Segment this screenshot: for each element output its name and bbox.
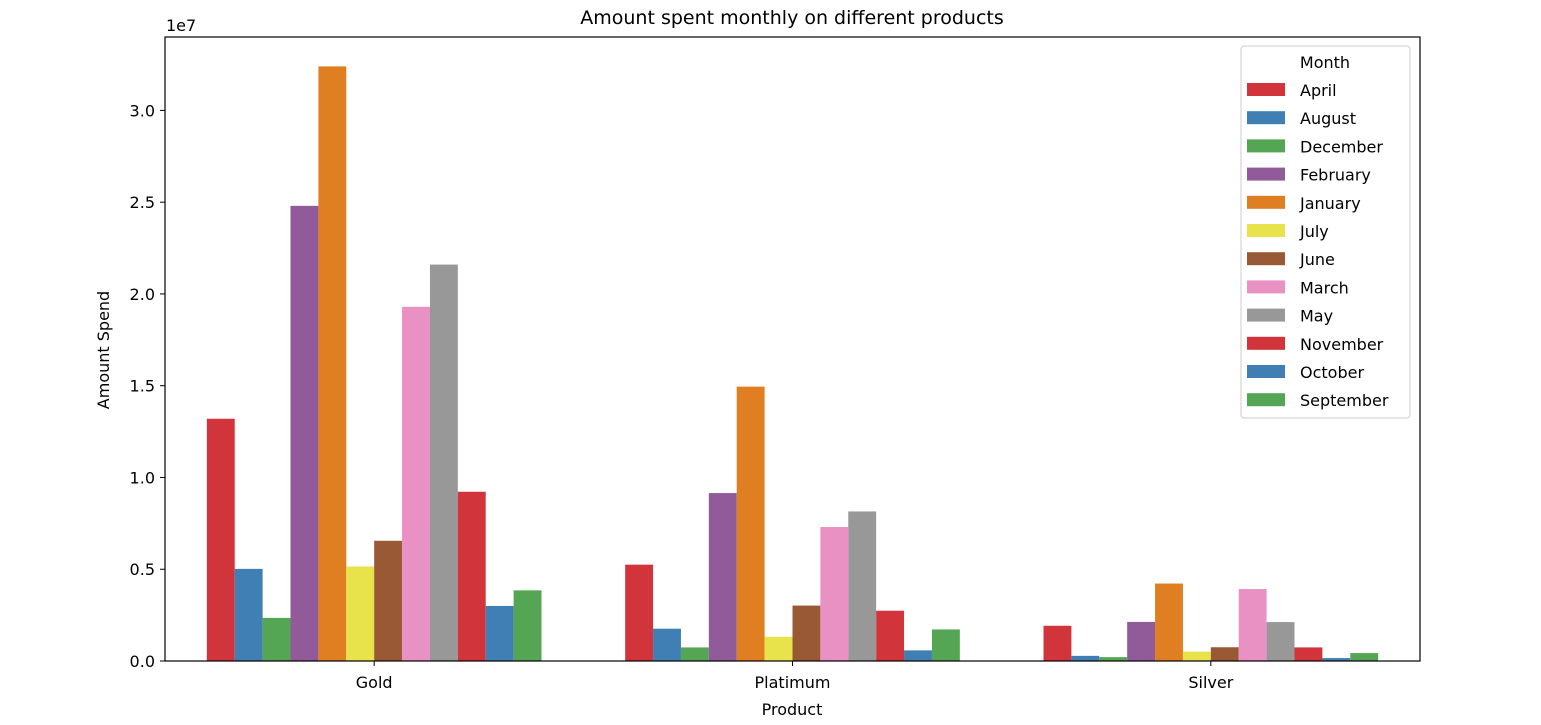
legend-swatch-november (1247, 336, 1285, 350)
x-axis-ticks: Gold Platimum Silver (356, 661, 1234, 692)
x-axis-label: Product (762, 700, 823, 719)
y-tick-label: 3.0 (130, 101, 155, 120)
legend-frame (1240, 45, 1411, 419)
x-tick-label-platimum: Platimum (755, 673, 831, 692)
legend-label-october: October (1300, 363, 1364, 382)
y-tick-label: 1.5 (130, 377, 155, 396)
bar-platimum-june (792, 605, 821, 661)
plot-area-frame (164, 36, 1421, 662)
bar-gold-september (513, 590, 542, 661)
bar-gold-october (485, 605, 514, 661)
legend-label-november: November (1300, 335, 1384, 354)
y-axis-label: Amount Spend (94, 291, 113, 409)
legend-swatch-june (1247, 252, 1285, 266)
bar-gold-april (206, 418, 235, 661)
x-tick-label-silver: Silver (1188, 673, 1233, 692)
bar-silver-march (1238, 589, 1267, 661)
y-offset-text: 1e7 (166, 16, 196, 35)
bar-gold-december (262, 617, 291, 661)
legend-swatch-february (1247, 167, 1285, 181)
bar-silver-december (1099, 657, 1128, 661)
bar-gold-june (374, 540, 403, 661)
bar-gold-november (457, 491, 486, 661)
legend-swatch-april (1247, 83, 1285, 96)
bar-platimum-july (764, 636, 793, 661)
bar-silver-october (1322, 658, 1351, 661)
bar-platimum-october (904, 650, 932, 661)
y-tick-label: 0.0 (130, 652, 155, 671)
bar-silver-february (1127, 621, 1156, 661)
legend-swatch-august (1247, 111, 1285, 125)
bar-gold-february (290, 205, 319, 662)
bar-gold-march (402, 306, 430, 661)
bar-silver-august (1071, 655, 1100, 661)
legend-swatch-march (1247, 280, 1285, 294)
bar-platimum-march (820, 527, 849, 661)
legend-label-january: January (1299, 194, 1361, 213)
legend-label-march: March (1300, 278, 1349, 297)
bar-platimum-february (708, 493, 737, 661)
y-tick-label: 0.5 (130, 560, 155, 579)
legend-swatch-january (1247, 195, 1285, 209)
legend-label-february: February (1300, 166, 1371, 185)
bar-silver-january (1155, 583, 1183, 661)
chart-title: Amount spent monthly on different produc… (580, 7, 1004, 29)
bar-silver-july (1182, 651, 1211, 661)
legend-title: Month (1300, 53, 1350, 72)
bar-silver-may (1266, 622, 1295, 661)
x-tick-label-gold: Gold (356, 673, 393, 692)
bar-gold-august (234, 568, 263, 661)
legend-label-may: May (1300, 307, 1333, 326)
legend-swatch-may (1247, 308, 1285, 322)
bar-silver-april (1043, 625, 1072, 661)
y-tick-label: 2.0 (130, 285, 155, 304)
legend-label-september: September (1300, 391, 1389, 410)
legend-label-june: June (1299, 250, 1335, 269)
legend-label-april: April (1300, 81, 1337, 100)
legend: Month April August December February January… (1240, 45, 1411, 419)
y-tick-label: 2.5 (130, 193, 155, 212)
bar-platimum-may (848, 511, 877, 661)
bar-platimum-november (876, 610, 905, 661)
bar-platimum-september (931, 629, 960, 661)
bar-gold-may (429, 264, 458, 661)
legend-label-july: July (1299, 222, 1329, 241)
y-axis-ticks: 0.0 0.5 1.0 1.5 2.0 2.5 3.0 (130, 101, 165, 671)
bars-group (206, 66, 1379, 662)
bar-gold-january (318, 66, 347, 662)
legend-label-august: August (1300, 109, 1356, 128)
bar-silver-september (1350, 653, 1379, 661)
legend-swatch-september (1247, 393, 1285, 407)
bar-silver-june (1210, 647, 1239, 661)
legend-label-december: December (1300, 137, 1383, 156)
legend-swatch-october (1247, 365, 1285, 378)
bar-platimum-april (625, 564, 654, 661)
bar-platimum-august (653, 628, 681, 661)
bar-platimum-january (736, 386, 765, 661)
bar-gold-july (346, 566, 375, 661)
y-tick-label: 1.0 (130, 468, 155, 487)
bar-silver-november (1294, 647, 1323, 661)
legend-swatch-july (1247, 224, 1285, 237)
bar-platimum-december (680, 647, 709, 661)
legend-swatch-december (1247, 139, 1285, 153)
